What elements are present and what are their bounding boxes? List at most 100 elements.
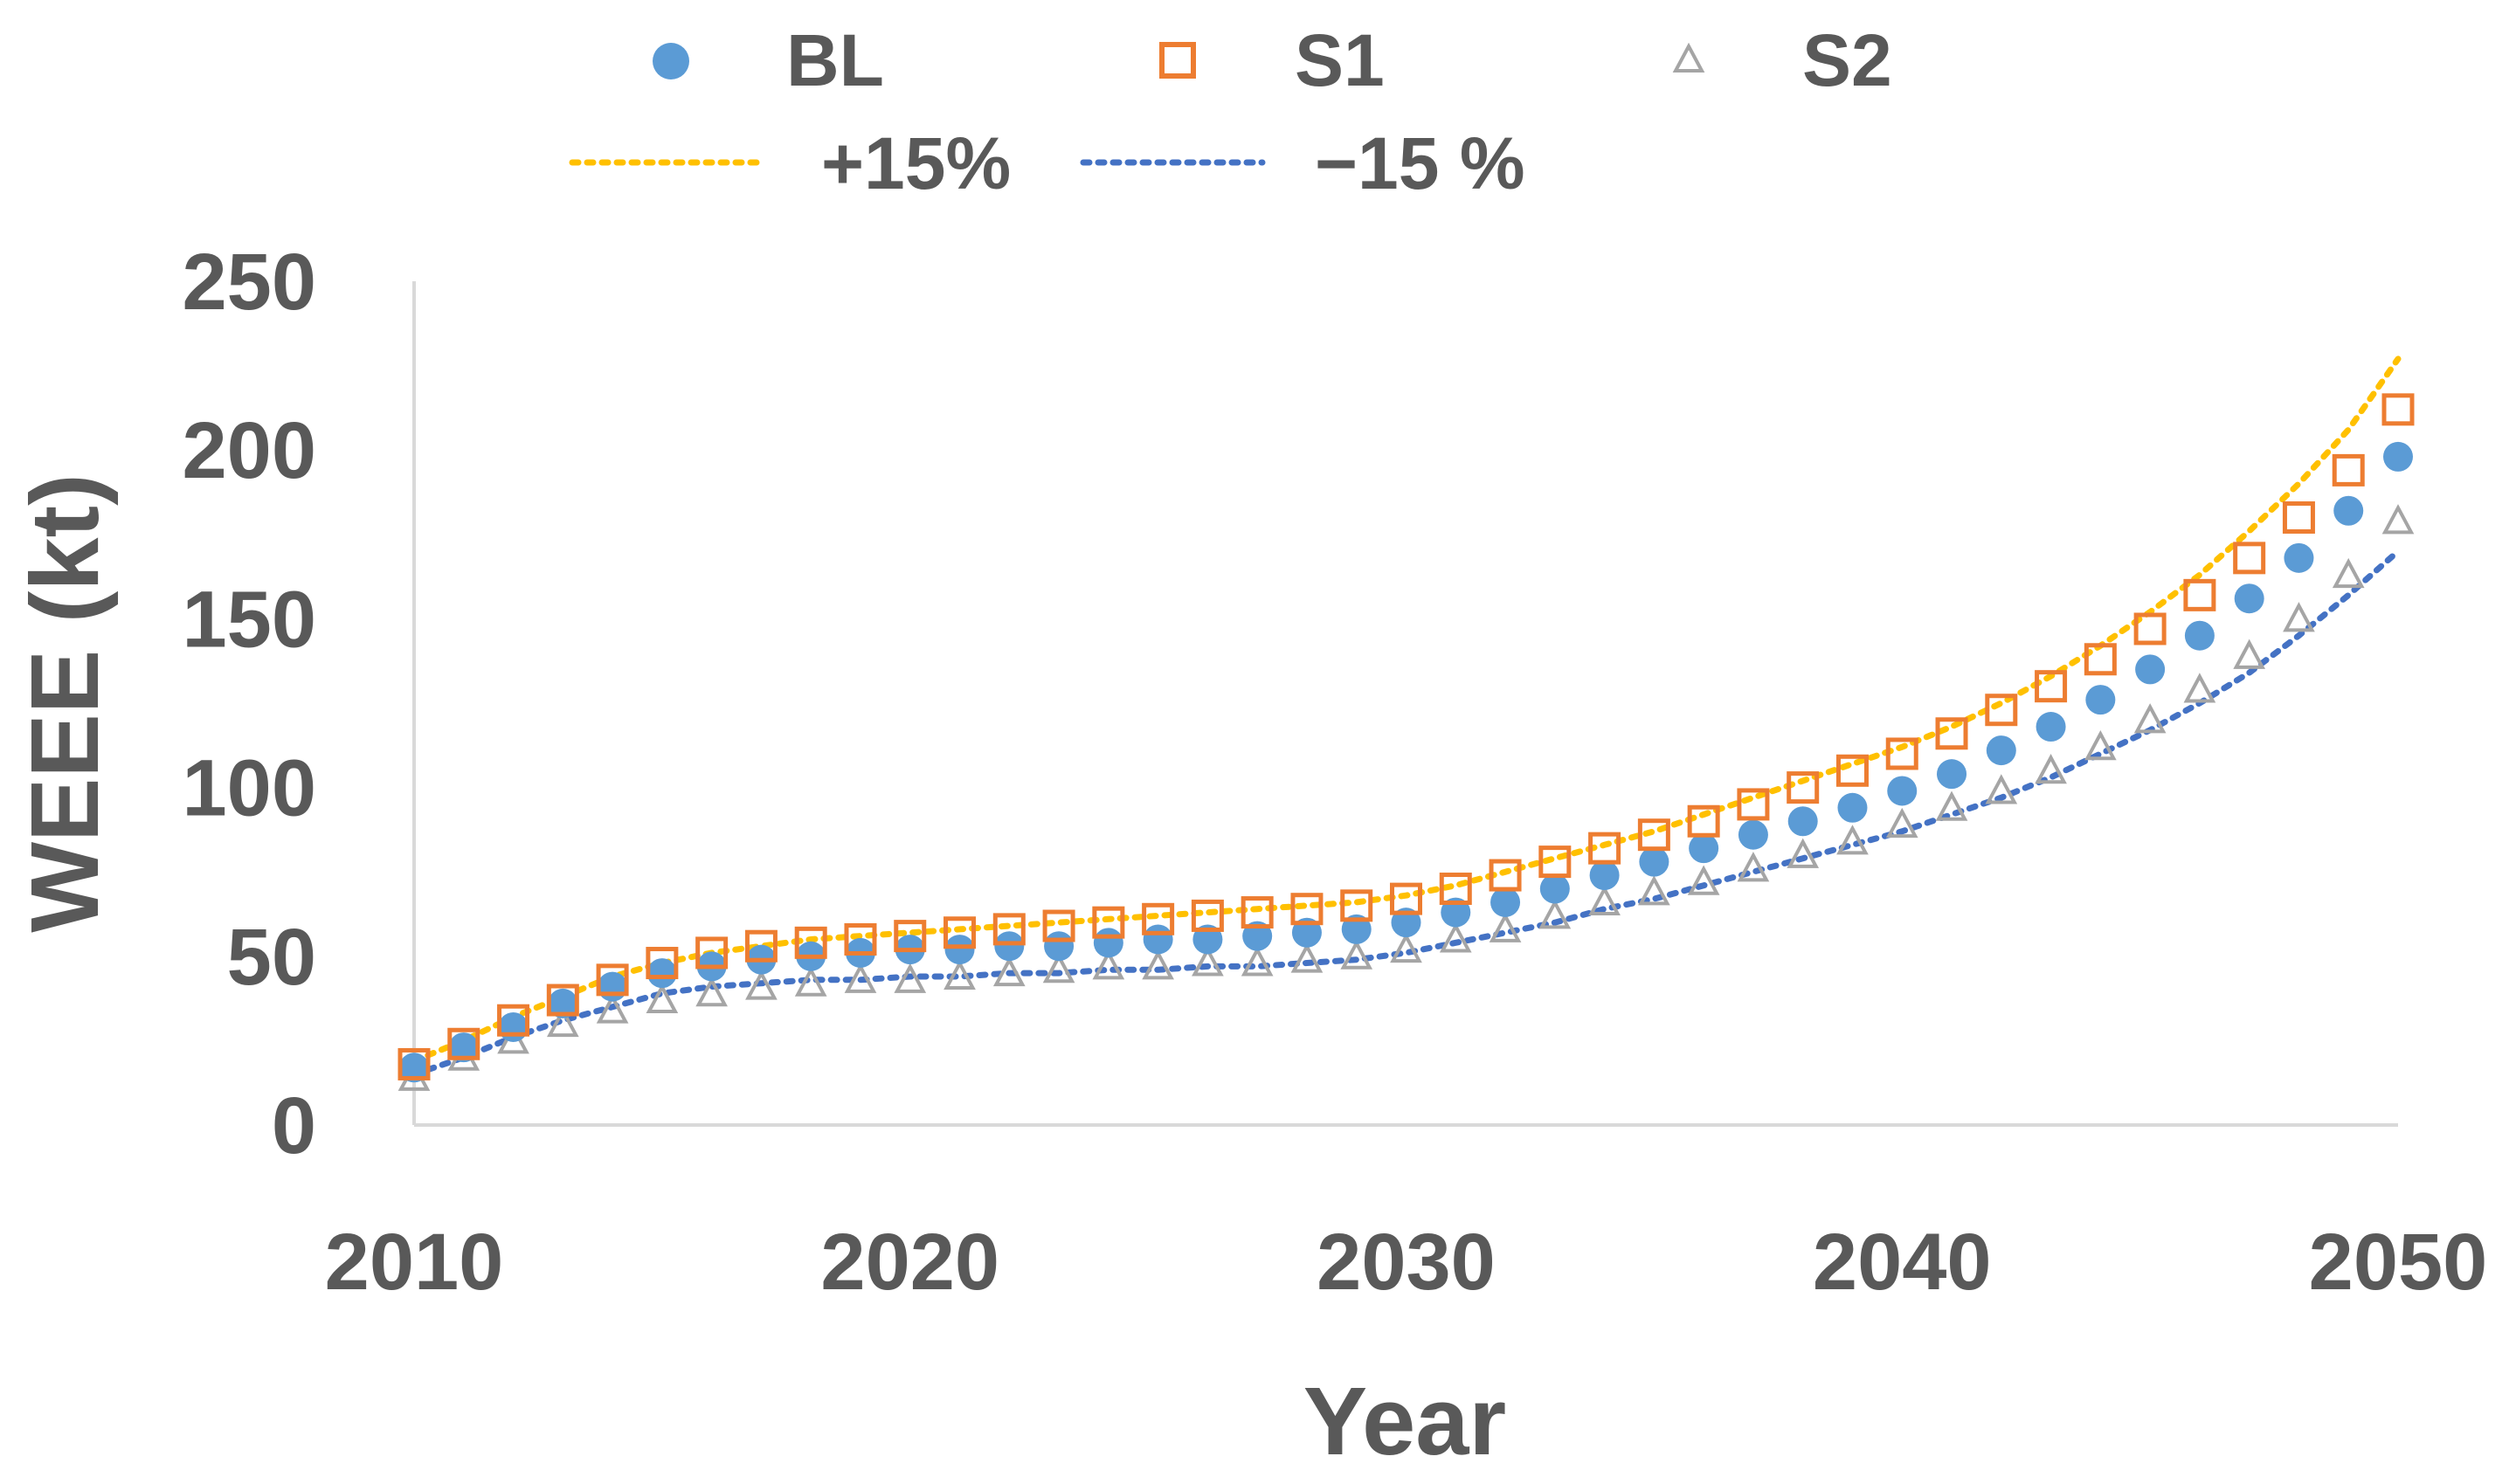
legend-label-bl: BL: [786, 19, 884, 101]
data-point-bl: [2135, 654, 2166, 685]
data-point-s2: [2035, 754, 2067, 784]
legend-label-s2: S2: [1802, 19, 1892, 101]
data-point-s2: [1192, 946, 1224, 977]
data-point-s2: [1142, 949, 1174, 980]
data-point-s2: [1935, 790, 1968, 821]
data-point-bl: [1986, 735, 2016, 766]
data-point-s2: [695, 977, 728, 1007]
data-point-s2: [1787, 838, 1820, 868]
data-point-bl: [1441, 897, 1471, 928]
series-line-3: [411, 355, 2402, 1065]
data-point-s1: [1241, 896, 1274, 929]
data-point-s2: [992, 956, 1026, 987]
data-point-bl: [1291, 917, 1322, 948]
data-point-s2: [2084, 729, 2117, 761]
data-point-s1: [1935, 717, 1968, 750]
data-point-s2: [1241, 946, 1274, 977]
data-point-s1: [1390, 882, 1422, 915]
data-point-s2: [1737, 852, 1770, 882]
data-point-s1: [546, 984, 579, 1017]
data-point-s2: [944, 959, 976, 990]
data-point-bl: [548, 988, 578, 1018]
data-point-s1: [744, 929, 778, 963]
data-point-s1: [944, 916, 977, 949]
data-point-bl: [1589, 860, 1620, 891]
data-point-bl: [2284, 542, 2314, 573]
data-point-s1: [2282, 500, 2315, 534]
data-point-s2: [1340, 939, 1373, 970]
y-tick-label: 0: [272, 1081, 316, 1170]
legend-label-minus15: −15 %: [1315, 122, 1525, 204]
y-tick-label: 200: [183, 406, 317, 495]
data-point-bl: [1837, 792, 1868, 823]
legend: BL S1 S2 +15% −15 %: [569, 19, 1892, 204]
data-point-s2: [1538, 899, 1572, 929]
data-point-s1: [1439, 873, 1472, 906]
data-point-bl: [2383, 441, 2413, 472]
data-point-s2: [794, 966, 827, 997]
data-point-s1: [1737, 788, 1770, 821]
data-point-bl: [1787, 806, 1818, 837]
data-point-s1: [1787, 771, 1820, 804]
y-tick-labels: 0 50 100 150 200 250: [183, 238, 317, 1170]
data-point-s2: [2381, 504, 2415, 535]
data-point-s1: [2084, 643, 2117, 676]
data-point-bl: [1539, 873, 1570, 904]
data-point-s1: [2381, 393, 2415, 426]
data-point-s1: [1092, 906, 1125, 939]
x-tick-label: 2040: [1813, 1218, 1992, 1307]
data-point-s1: [844, 922, 877, 956]
data-point-s1: [397, 1047, 431, 1080]
data-point-s2: [546, 1006, 579, 1038]
data-point-s2: [894, 963, 927, 993]
x-tick-label: 2020: [820, 1218, 999, 1307]
data-point-s2: [844, 963, 877, 993]
data-point-s2: [1836, 825, 1869, 855]
data-point-s2: [596, 993, 629, 1024]
data-point-s2: [1687, 865, 1720, 895]
data-point-bl: [944, 935, 975, 965]
data-point-s1: [2233, 542, 2266, 575]
data-point-bl: [498, 1011, 529, 1042]
data-point-s2: [1092, 949, 1125, 980]
data-point-bl: [448, 1032, 479, 1063]
plot-markers: [397, 393, 2415, 1091]
data-point-s1: [1142, 902, 1175, 935]
data-point-bl: [1242, 921, 1273, 951]
legend-label-s1: S1: [1295, 19, 1385, 101]
data-point-s2: [2283, 602, 2315, 632]
data-point-s1: [1538, 846, 1572, 879]
data-point-bl: [1391, 908, 1421, 938]
data-point-bl: [994, 931, 1025, 962]
data-point-s1: [646, 947, 679, 980]
data-point-s2: [1985, 774, 2018, 804]
data-point-s2: [1638, 875, 1670, 906]
data-point-bl: [1689, 833, 1719, 864]
data-point-bl: [1044, 931, 1075, 962]
data-point-bl: [399, 1053, 429, 1083]
legend-marker-bl: [653, 43, 689, 79]
data-point-s1: [1588, 832, 1621, 865]
data-point-s1: [2183, 578, 2216, 611]
data-point-s1: [2035, 670, 2068, 703]
data-point-bl: [1937, 759, 1967, 790]
data-point-s1: [1489, 859, 1522, 892]
x-tick-label: 2010: [325, 1218, 504, 1307]
data-point-bl: [2333, 495, 2364, 526]
y-tick-label: 50: [227, 913, 316, 1002]
data-point-s1: [497, 1004, 530, 1037]
legend-label-plus15: +15%: [821, 122, 1011, 204]
data-point-s2: [1588, 885, 1621, 915]
data-point-bl: [1341, 914, 1372, 944]
data-point-s1: [992, 913, 1026, 946]
x-tick-label: 2030: [1317, 1218, 1496, 1307]
data-point-bl: [1143, 924, 1173, 955]
data-point-bl: [1639, 846, 1669, 877]
data-point-s2: [1390, 932, 1422, 963]
data-point-s2: [745, 970, 778, 1000]
legend-marker-s1: [1159, 42, 1196, 79]
data-point-s1: [1340, 889, 1373, 922]
data-point-s2: [2133, 703, 2167, 734]
data-point-s1: [894, 920, 927, 953]
